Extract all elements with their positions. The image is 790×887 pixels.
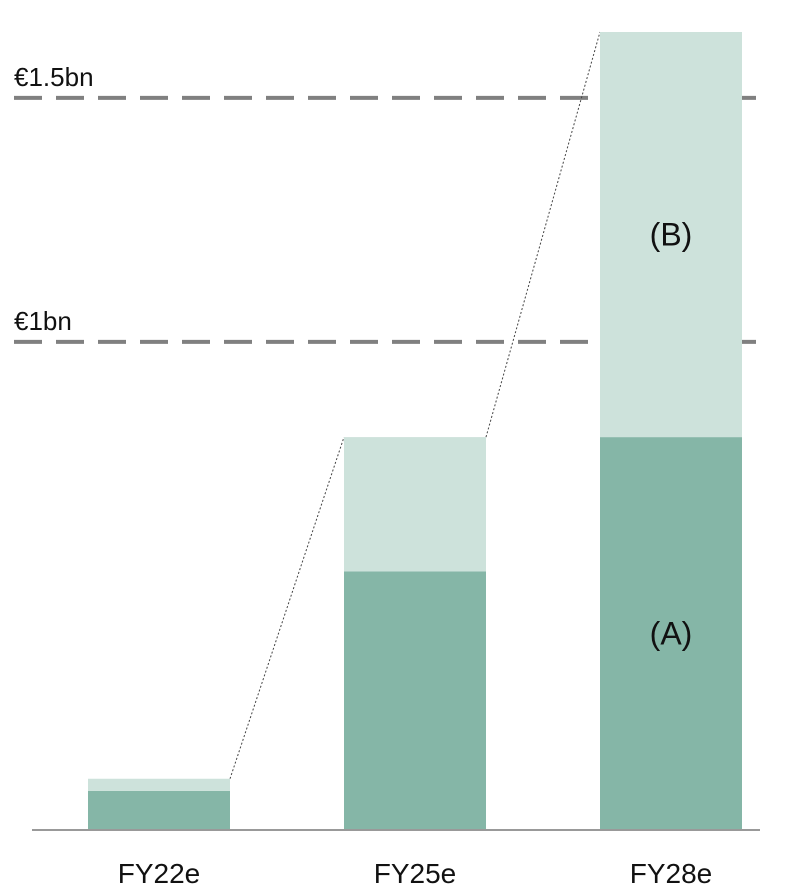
bars [88,32,742,830]
reference-line-label-0: €1bn [14,306,72,336]
reference-lines: €1bn €1.5bn [14,62,760,344]
bar-segment-a-fy25e [344,571,486,830]
connector-line-1 [485,31,601,438]
bar-segment-a-fy28e [600,437,742,830]
connector-lines [229,31,601,779]
bar-segment-b-fy28e [600,32,742,438]
x-tick-label-fy25e: FY25e [374,858,457,887]
reference-line-label-1: €1.5bn [14,62,94,92]
segment-label-a: (A) [650,616,693,652]
segment-label-b: (B) [650,217,693,253]
x-tick-label-fy22e: FY22e [118,858,201,887]
bar-segment-a-fy22e [88,790,230,830]
bar-segment-b-fy25e [344,437,486,572]
segment-labels: (A) (B) [650,217,693,652]
x-tick-label-fy28e: FY28e [630,858,713,887]
connector-line-0 [229,436,345,779]
bar-segment-b-fy22e [88,778,230,791]
x-tick-labels: FY22e FY25e FY28e [118,858,713,887]
